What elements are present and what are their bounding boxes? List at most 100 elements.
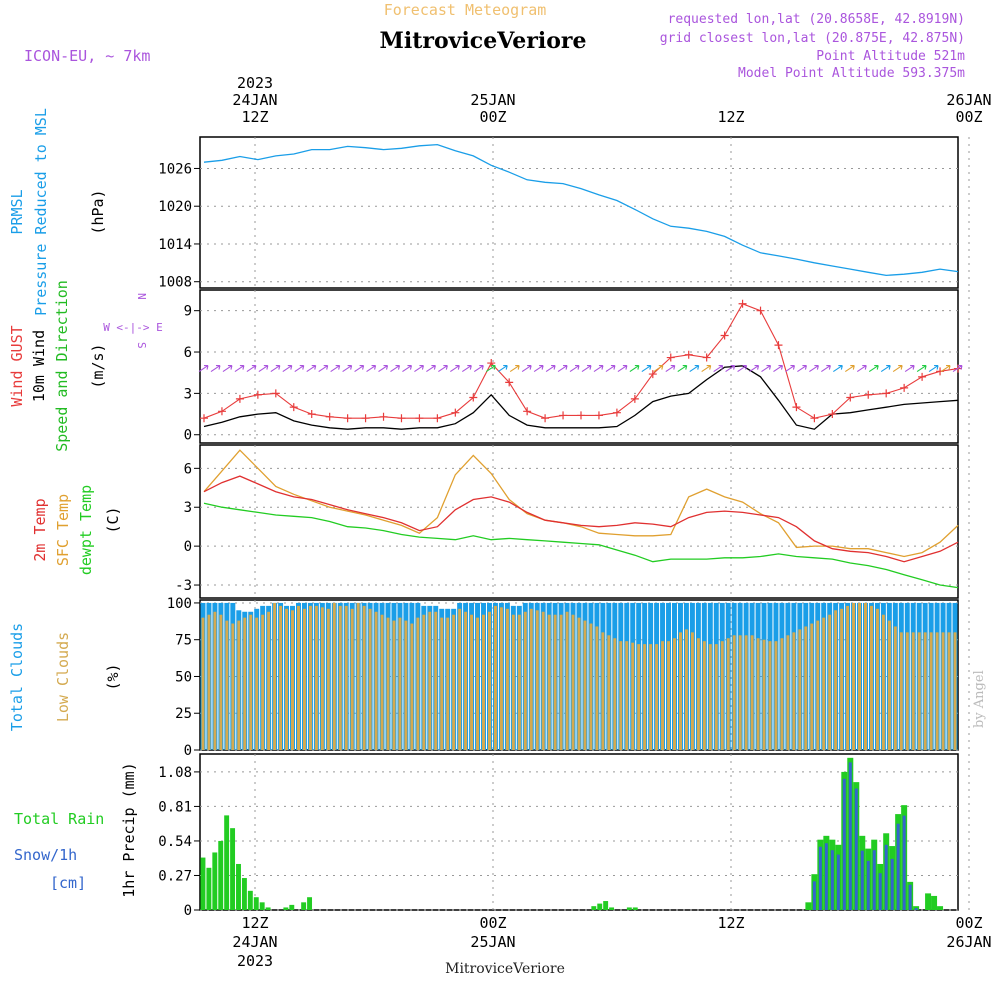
gust-marker xyxy=(882,389,891,398)
wind-direction-arrow xyxy=(725,365,736,373)
wind-direction-arrow xyxy=(270,365,281,373)
wind-direction-arrow xyxy=(713,365,724,373)
wind-direction-arrow xyxy=(892,365,903,373)
y-tick-label: 1020 xyxy=(158,199,192,215)
wind-direction-arrow xyxy=(833,365,843,373)
low-cloud-bar xyxy=(243,617,247,750)
legend-snow-unit: [cm] xyxy=(50,874,86,892)
wind-direction-arrow xyxy=(797,365,807,373)
wind-direction-arrow xyxy=(521,365,532,373)
gust-marker xyxy=(541,414,550,423)
low-cloud-bar xyxy=(344,605,348,750)
y-tick-label: -3 xyxy=(175,578,192,594)
panel-frame-1 xyxy=(199,136,959,289)
y-tick-label: 1008 xyxy=(158,275,192,291)
low-cloud-bar xyxy=(559,614,563,750)
low-cloud-bar xyxy=(708,644,712,750)
wind-direction-arrow xyxy=(821,365,831,373)
low-cloud-bar xyxy=(267,611,271,750)
wind-gust-line xyxy=(203,303,959,419)
low-cloud-bar xyxy=(798,629,802,750)
temp-ylabel-sfc: SFC Temp xyxy=(54,494,72,566)
low-cloud-bar xyxy=(547,614,551,750)
rain-bar xyxy=(609,907,615,910)
wind-direction-arrow xyxy=(605,365,616,373)
wind-direction-arrow xyxy=(318,365,329,373)
low-cloud-bar xyxy=(308,605,312,750)
wind-direction-arrow xyxy=(210,365,221,373)
legend-snow: Snow/1h xyxy=(14,846,77,864)
low-cloud-bar xyxy=(768,641,772,750)
snow-bar xyxy=(812,881,816,910)
clouds-unit: (%) xyxy=(104,663,122,690)
low-cloud-bar xyxy=(595,626,599,750)
low-cloud-bar xyxy=(804,626,808,750)
wind-direction-arrow xyxy=(414,365,424,373)
bottom-time-label: 25JAN xyxy=(470,933,515,951)
gust-marker xyxy=(379,412,388,421)
low-cloud-bar xyxy=(249,614,253,750)
y-tick-label: 25 xyxy=(175,706,192,722)
wind-direction-arrow xyxy=(653,365,664,373)
low-cloud-bar xyxy=(887,620,891,750)
top-time-label: 12Z xyxy=(241,108,268,126)
snow-bar xyxy=(914,908,918,910)
wind-direction-arrow xyxy=(737,365,748,373)
y-tick-label: 1.08 xyxy=(158,765,192,781)
low-cloud-bar xyxy=(667,641,671,750)
bottom-time-label: 26JAN xyxy=(946,933,991,951)
snow-bar xyxy=(842,778,846,910)
low-cloud-bar xyxy=(296,605,300,750)
gust-marker xyxy=(451,408,460,417)
snow-bar xyxy=(860,850,864,910)
low-cloud-bar xyxy=(822,617,826,750)
snow-bar xyxy=(890,858,894,910)
low-cloud-bar xyxy=(314,605,318,750)
top-time-label: 12Z xyxy=(717,108,744,126)
gust-marker xyxy=(415,414,424,423)
top-time-label: 00Z xyxy=(955,108,982,126)
low-cloud-bar xyxy=(661,641,665,750)
low-cloud-bar xyxy=(517,614,521,750)
y-tick-label: 1026 xyxy=(158,161,192,177)
rain-bar xyxy=(253,897,259,910)
gust-marker xyxy=(594,411,603,420)
low-cloud-bar xyxy=(875,608,879,750)
low-cloud-bar xyxy=(493,605,497,750)
y-tick-label: 75 xyxy=(175,633,192,649)
low-cloud-bar xyxy=(332,602,336,750)
low-cloud-bar xyxy=(840,608,844,750)
wind-direction-arrow xyxy=(868,365,879,373)
low-cloud-bar xyxy=(487,611,491,750)
station-name: MitroviceVeriore xyxy=(380,28,587,54)
low-cloud-bar xyxy=(864,602,867,750)
low-cloud-bar xyxy=(720,641,724,750)
low-cloud-bar xyxy=(655,644,659,750)
wind-direction-arrow xyxy=(593,365,604,373)
gust-marker xyxy=(936,367,945,376)
low-cloud-bar xyxy=(362,605,366,750)
low-cloud-bar xyxy=(565,611,569,750)
y-tick-label: 6 xyxy=(184,461,192,477)
low-cloud-bar xyxy=(505,608,509,750)
low-cloud-bar xyxy=(356,602,360,750)
low-cloud-bar xyxy=(553,614,557,750)
low-cloud-bar xyxy=(637,644,641,750)
low-cloud-bar xyxy=(690,632,694,750)
gust-marker xyxy=(487,359,496,368)
low-cloud-bar xyxy=(380,614,384,750)
snow-bar xyxy=(824,843,828,910)
low-cloud-bar xyxy=(589,623,593,750)
wind-speed-line xyxy=(203,365,959,430)
low-cloud-bar xyxy=(422,614,426,750)
panel-frame-3 xyxy=(199,444,959,599)
gust-marker xyxy=(307,410,316,419)
low-cloud-bar xyxy=(529,608,533,750)
precip-ylabel: 1hr Precip (mm) xyxy=(120,762,138,897)
gust-marker xyxy=(810,414,819,423)
wind-direction-arrow xyxy=(617,365,628,373)
low-cloud-bar xyxy=(834,610,838,750)
gust-marker xyxy=(235,394,244,403)
low-cloud-bar xyxy=(601,632,605,750)
wind-direction-arrow xyxy=(461,365,472,373)
